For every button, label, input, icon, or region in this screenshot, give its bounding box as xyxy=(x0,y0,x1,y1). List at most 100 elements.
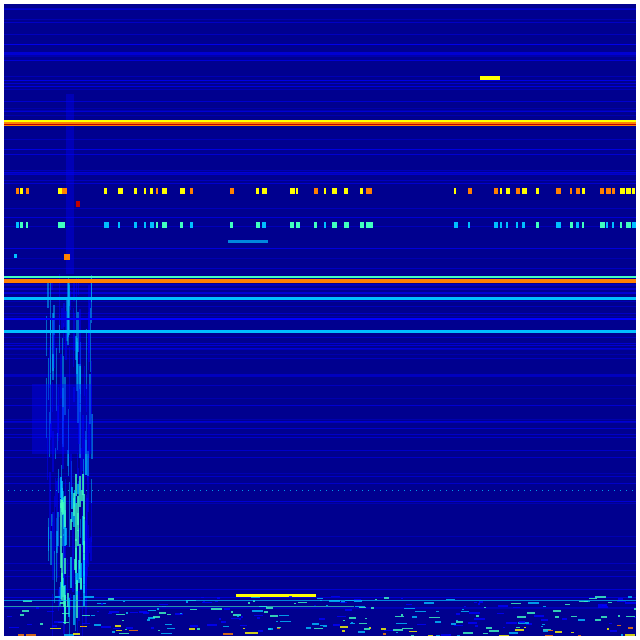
band-orange xyxy=(4,279,636,283)
band-thin xyxy=(4,44,636,45)
dash-yellow xyxy=(290,188,295,194)
dotted-row xyxy=(134,490,135,491)
dotted-row xyxy=(194,490,195,491)
column-streak xyxy=(59,314,60,335)
bottom-noise xyxy=(20,614,24,616)
column-streak xyxy=(53,318,55,369)
dash-cyan xyxy=(494,222,498,228)
bottom-noise xyxy=(319,618,325,620)
dash-cyan xyxy=(370,222,373,228)
dotted-row xyxy=(506,490,507,491)
dotted-row xyxy=(428,490,429,491)
column-streak xyxy=(72,528,74,592)
band-top-edge xyxy=(4,120,636,122)
faint-row xyxy=(4,284,636,285)
bottom-noise xyxy=(499,635,509,636)
dotted-row xyxy=(572,490,573,491)
bottom-noise xyxy=(219,618,221,620)
dotted-row xyxy=(68,490,69,491)
bottom-noise xyxy=(266,607,273,609)
column-streak xyxy=(52,512,54,580)
dash-yellow xyxy=(494,188,498,194)
bottom-noise xyxy=(578,635,581,636)
dotted-row xyxy=(326,490,327,491)
bottom-noise xyxy=(248,602,250,604)
dotted-row xyxy=(404,490,405,491)
dash-cyan xyxy=(516,222,518,228)
bottom-noise xyxy=(306,627,311,629)
dash-cyan xyxy=(360,222,364,228)
column-streak xyxy=(69,600,70,636)
column-streak xyxy=(86,415,87,432)
column-streak xyxy=(78,389,80,444)
bottom-noise xyxy=(371,607,374,609)
bottom-noise xyxy=(598,606,608,608)
dotted-row xyxy=(230,490,231,491)
bottom-noise xyxy=(115,625,121,627)
faint-row xyxy=(4,217,636,218)
bottom-noise xyxy=(323,626,327,627)
dash-yellow xyxy=(314,188,318,194)
bottom-noise xyxy=(359,623,367,624)
dash-yellow xyxy=(180,188,185,194)
faint-row xyxy=(4,55,636,56)
dotted-row xyxy=(524,490,525,491)
dash-yellow xyxy=(156,188,158,194)
column-streak xyxy=(52,354,54,380)
dash-yellow xyxy=(536,188,539,194)
faint-row xyxy=(4,108,636,109)
bottom-noise xyxy=(555,631,562,633)
column-hot xyxy=(81,490,83,502)
dash-cyan xyxy=(144,222,146,228)
column-streak xyxy=(57,512,59,546)
column-hot xyxy=(64,496,66,528)
faint-row xyxy=(4,111,636,112)
column-streak xyxy=(79,309,81,366)
faint-row xyxy=(4,473,636,474)
bottom-noise xyxy=(343,620,345,621)
bottom-noise xyxy=(159,604,168,605)
column-streak xyxy=(50,318,51,373)
dotted-row xyxy=(260,490,261,491)
bottom-noise xyxy=(148,617,155,619)
dash-cyan xyxy=(324,222,326,228)
dotted-row xyxy=(32,490,33,491)
faint-row xyxy=(4,19,636,20)
bottom-noise xyxy=(621,634,623,636)
dash-cyan xyxy=(606,222,608,228)
faint-row xyxy=(4,316,636,317)
dotted-row xyxy=(560,490,561,491)
faint-row xyxy=(4,53,636,54)
bottom-noise xyxy=(329,600,340,602)
bottom-noise xyxy=(358,631,365,633)
column-streak xyxy=(90,537,92,561)
bottom-noise xyxy=(240,625,247,626)
dash-yellow xyxy=(506,188,510,194)
dotted-row xyxy=(332,490,333,491)
dash-yellow xyxy=(150,188,153,194)
column-streak xyxy=(48,527,49,552)
faint-row xyxy=(4,52,636,53)
faint-row xyxy=(4,174,636,175)
bottom-noise xyxy=(148,610,156,611)
column-streak xyxy=(73,308,74,368)
bottom-noise xyxy=(476,615,479,617)
spot xyxy=(14,254,17,258)
bottom-noise xyxy=(340,626,348,628)
bottom-noise xyxy=(237,615,239,617)
column-hot xyxy=(60,536,62,569)
bottom-noise xyxy=(60,602,64,604)
dash-cyan xyxy=(134,222,137,228)
bottom-noise xyxy=(170,624,172,625)
column-hot xyxy=(83,517,85,553)
bottom-noise xyxy=(625,602,636,604)
bottom-noise xyxy=(331,596,340,597)
bottom-noise xyxy=(516,627,520,628)
dash-yellow xyxy=(26,188,29,194)
column-streak xyxy=(49,412,50,457)
bottom-noise xyxy=(84,596,94,598)
dotted-row xyxy=(188,490,189,491)
dotted-row xyxy=(458,490,459,491)
bottom-noise xyxy=(314,605,316,606)
bottom-noise xyxy=(513,607,520,608)
